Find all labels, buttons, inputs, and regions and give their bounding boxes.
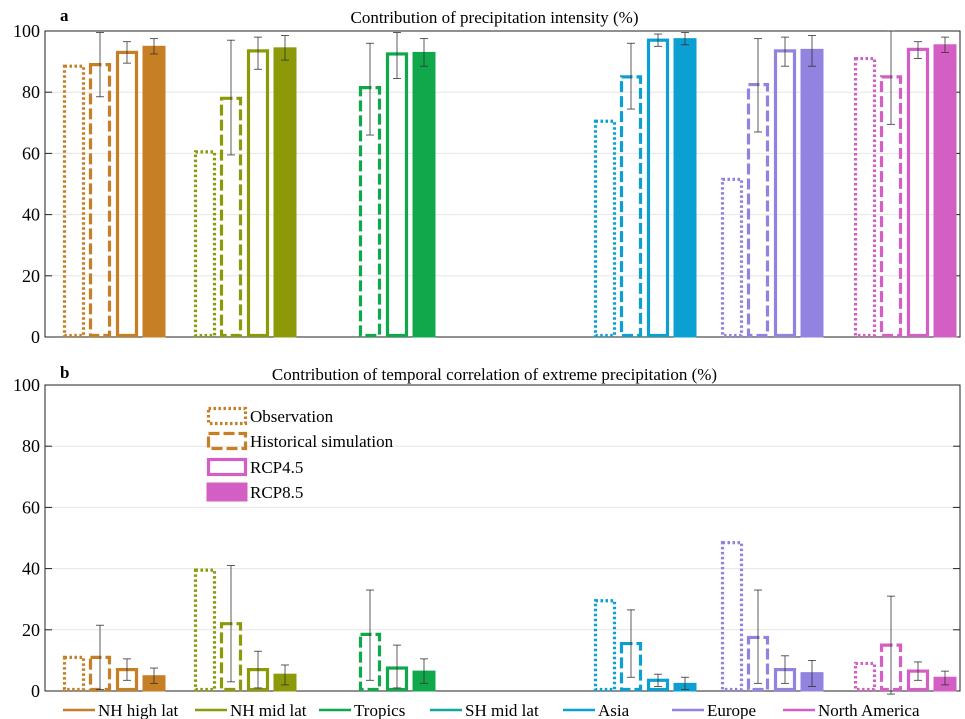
y-tick-label: 100 [13, 21, 40, 41]
a-rcp8-5-nh-high-lat-bar [142, 45, 166, 338]
b-observation-nh-mid-lat-bar [193, 568, 217, 692]
legend-swatch-historical-simulation [206, 431, 248, 451]
y-tick-label: 20 [22, 620, 40, 640]
a-observation-europe-bar [720, 177, 744, 338]
b-observation-europe-bar [720, 540, 744, 692]
y-tick-label: 0 [31, 681, 40, 701]
b-observation-asia-bar [593, 599, 617, 692]
panel-b: 0 20 40 60 80 100 Contribution of temporal cor… [13, 363, 961, 701]
series-legend: Observation Historical simulation RCP4.5 RC… [206, 406, 394, 502]
a-rcp8-5-north-america-bar [933, 44, 957, 338]
a-rcp8-5-nh-mid-lat-bar [273, 47, 297, 338]
y-tick-label: 60 [22, 497, 40, 517]
legend-label: Historical simulation [250, 432, 394, 451]
a-observation-north-america-bar [853, 56, 877, 338]
a-rcp4-5-europe-bar [773, 49, 797, 338]
panel-title: Contribution of temporal correlation of … [272, 365, 717, 384]
a-historical-simulation-nh-high-lat-bar [88, 63, 112, 338]
a-rcp4-5-asia-bar [646, 38, 670, 338]
a-rcp8-5-asia-bar [673, 38, 697, 338]
y-tick-label: 40 [22, 205, 40, 225]
region-legend-label: SH mid lat [465, 701, 539, 719]
legend-label: RCP8.5 [250, 483, 303, 502]
y-tick-label: 40 [22, 559, 40, 579]
legend-swatch-rcp8-5 [206, 482, 248, 502]
a-rcp8-5-europe-bar [800, 48, 824, 338]
region-legend-label: Asia [598, 701, 630, 719]
y-tick-label: 20 [22, 266, 40, 286]
a-rcp8-5-tropics-bar [412, 51, 436, 338]
region-legend-label: NH mid lat [230, 701, 307, 719]
region-legend-label: Europe [707, 701, 756, 719]
axes-box [44, 384, 961, 692]
y-tick-label: 100 [13, 375, 40, 395]
region-legend: NH high lat NH mid lat Tropics SH mid lat As… [63, 701, 920, 719]
axes-box [44, 30, 961, 338]
legend-swatch-rcp4-5 [206, 457, 248, 477]
a-rcp4-5-nh-mid-lat-bar [246, 49, 270, 338]
b-observation-north-america-bar [853, 661, 877, 692]
region-legend-label: Tropics [354, 701, 405, 719]
a-observation-nh-high-lat-bar [62, 64, 86, 338]
a-rcp4-5-tropics-bar [385, 52, 409, 338]
a-historical-simulation-asia-bar [619, 75, 643, 338]
y-tick-label: 0 [31, 327, 40, 347]
y-tick-label: 60 [22, 143, 40, 163]
region-legend-label: North America [818, 701, 920, 719]
panel-a: 0 20 40 60 80 100 Contribution of precipitatio… [13, 6, 961, 347]
a-observation-asia-bar [593, 119, 617, 338]
legend-swatch-observation [206, 406, 248, 426]
a-observation-nh-mid-lat-bar [193, 150, 217, 338]
legend-label: RCP4.5 [250, 458, 303, 477]
panel-title: Contribution of precipitation intensity … [350, 8, 638, 27]
y-tick-label: 80 [22, 82, 40, 102]
b-observation-nh-high-lat-bar [62, 655, 86, 692]
panel-letter: a [60, 6, 69, 25]
y-tick-label: 80 [22, 436, 40, 456]
panel-letter: b [60, 363, 69, 382]
region-legend-label: NH high lat [98, 701, 179, 719]
legend-label: Observation [250, 407, 334, 426]
a-rcp4-5-nh-high-lat-bar [115, 50, 139, 338]
